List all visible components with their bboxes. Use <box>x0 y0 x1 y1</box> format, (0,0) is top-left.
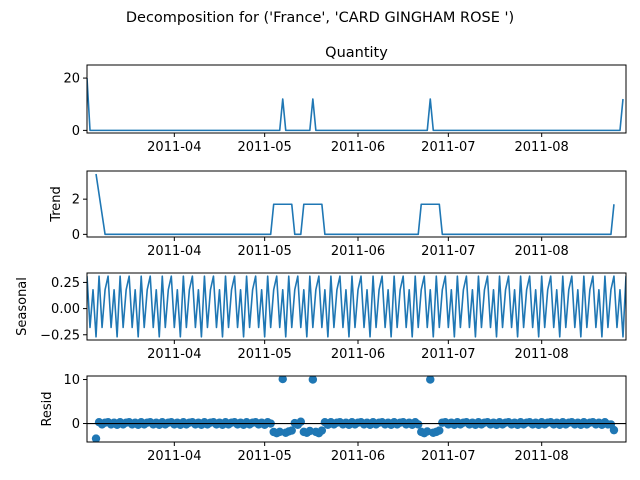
resid-point <box>426 376 435 384</box>
resid-point <box>278 376 287 384</box>
xtick-label: 2011-07 <box>421 244 475 259</box>
xtick-label: 2011-05 <box>237 244 291 259</box>
ytick-label: 0 <box>72 124 80 139</box>
panel-resid: 0 10 2011-04 2011-05 2011-06 2011-07 2011-08 Re… <box>40 373 627 464</box>
xtick-label: 2011-05 <box>237 347 291 362</box>
xtick-label: 2011-08 <box>515 449 569 464</box>
xtick-label: 2011-05 <box>237 449 291 464</box>
xtick-label: 2011-06 <box>331 140 385 155</box>
axes-frame <box>86 375 627 443</box>
resid-point <box>414 420 423 429</box>
resid-point <box>91 434 101 442</box>
ytick-label: 20 <box>63 72 80 87</box>
xtick-label: 2011-06 <box>331 347 385 362</box>
xtick-label: 2011-06 <box>331 449 385 464</box>
xtick-label: 2011-06 <box>331 244 385 259</box>
ytick-label: 2 <box>72 193 80 208</box>
resid-point <box>609 425 619 435</box>
ytick-label: 10 <box>63 373 80 388</box>
ytick-label: 0.25 <box>51 276 80 291</box>
xtick-label: 2011-07 <box>421 347 475 362</box>
ylabel-resid: Resid <box>40 391 55 426</box>
xtick-label: 2011-05 <box>237 140 291 155</box>
xtick-label: 2011-08 <box>515 244 569 259</box>
xtick-label: 2011-04 <box>147 347 201 362</box>
ytick-label: 0 <box>72 228 80 243</box>
panel-title: Quantity <box>325 45 388 61</box>
xtick-label: 2011-08 <box>515 347 569 362</box>
trend-line <box>95 173 615 236</box>
xtick-label: 2011-08 <box>515 140 569 155</box>
series-trend <box>95 173 615 236</box>
panel-observed: 0 20 2011-04 2011-05 2011-06 2011-07 2011-08 Qu… <box>63 45 627 155</box>
seasonal-line <box>87 275 626 338</box>
xtick-label: 2011-04 <box>147 140 201 155</box>
resid-point <box>317 426 327 435</box>
axes-frame <box>86 272 627 341</box>
axes-frame <box>86 170 627 238</box>
ytick-label: 0 <box>72 417 80 432</box>
xtick-label: 2011-07 <box>421 140 475 155</box>
figure-suptitle: Decomposition for ('France', 'CARD GINGH… <box>126 10 514 26</box>
resid-point <box>296 417 305 426</box>
resid-point <box>287 426 296 435</box>
axes-frame <box>86 64 627 134</box>
ylabel-seasonal: Seasonal <box>15 277 30 336</box>
xtick-label: 2011-07 <box>421 449 475 464</box>
series-seasonal <box>87 275 626 338</box>
ytick-label: 0.00 <box>51 302 80 317</box>
ylabel-trend: Trend <box>49 186 64 223</box>
panel-seasonal: 0.25 0.00 −0.25 2011-04 2011-05 2011-06 2011-0… <box>15 272 627 362</box>
xtick-label: 2011-04 <box>147 449 201 464</box>
panel-trend: 0 2 2011-04 2011-05 2011-06 2011-07 2011-08 Tre… <box>49 170 627 259</box>
xtick-label: 2011-04 <box>147 244 201 259</box>
ytick-label: −0.25 <box>40 328 80 343</box>
observed-line <box>87 78 624 132</box>
series-observed <box>87 78 624 132</box>
series-resid <box>91 376 619 442</box>
resid-point <box>435 426 444 435</box>
resid-point <box>308 376 318 384</box>
